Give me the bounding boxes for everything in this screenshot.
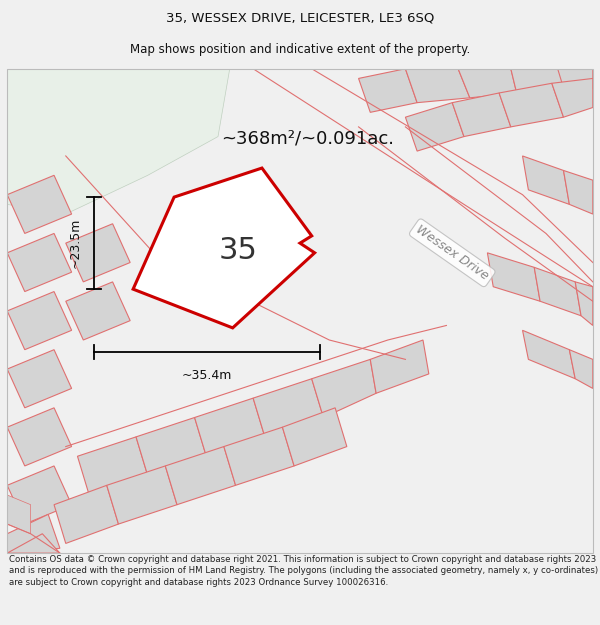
Polygon shape bbox=[7, 495, 31, 534]
Text: 35, WESSEX DRIVE, LEICESTER, LE3 6SQ: 35, WESSEX DRIVE, LEICESTER, LE3 6SQ bbox=[166, 12, 434, 25]
Polygon shape bbox=[312, 359, 376, 418]
Polygon shape bbox=[523, 330, 575, 379]
Polygon shape bbox=[7, 534, 60, 553]
Polygon shape bbox=[7, 408, 71, 466]
Polygon shape bbox=[370, 340, 429, 393]
Polygon shape bbox=[66, 282, 130, 340]
Polygon shape bbox=[7, 514, 60, 553]
Text: Map shows position and indicative extent of the property.: Map shows position and indicative extent… bbox=[130, 42, 470, 56]
Polygon shape bbox=[552, 78, 593, 118]
Polygon shape bbox=[406, 102, 464, 151]
Text: 35: 35 bbox=[219, 236, 258, 265]
Polygon shape bbox=[458, 69, 517, 98]
Polygon shape bbox=[7, 350, 71, 408]
Polygon shape bbox=[487, 253, 540, 301]
Text: Contains OS data © Crown copyright and database right 2021. This information is : Contains OS data © Crown copyright and d… bbox=[9, 554, 598, 587]
Polygon shape bbox=[7, 175, 71, 233]
Polygon shape bbox=[511, 69, 563, 93]
Text: ~23.5m: ~23.5m bbox=[68, 218, 82, 268]
Polygon shape bbox=[7, 233, 71, 291]
Polygon shape bbox=[452, 93, 511, 136]
Polygon shape bbox=[133, 168, 314, 328]
Polygon shape bbox=[487, 69, 546, 93]
Text: Wessex Drive: Wessex Drive bbox=[413, 223, 491, 282]
Polygon shape bbox=[534, 268, 581, 316]
Polygon shape bbox=[540, 69, 593, 93]
Text: ~368m²/~0.091ac.: ~368m²/~0.091ac. bbox=[221, 130, 394, 148]
Polygon shape bbox=[7, 466, 71, 524]
Polygon shape bbox=[7, 69, 230, 214]
Polygon shape bbox=[166, 446, 236, 505]
Polygon shape bbox=[77, 437, 148, 495]
Polygon shape bbox=[523, 156, 569, 204]
Polygon shape bbox=[563, 171, 593, 214]
Polygon shape bbox=[224, 428, 294, 485]
Text: ~35.4m: ~35.4m bbox=[182, 369, 232, 382]
Polygon shape bbox=[66, 224, 130, 282]
Polygon shape bbox=[253, 379, 323, 437]
Polygon shape bbox=[7, 291, 71, 350]
Polygon shape bbox=[54, 485, 118, 543]
Polygon shape bbox=[107, 466, 177, 524]
Polygon shape bbox=[136, 418, 206, 476]
Polygon shape bbox=[499, 83, 563, 127]
Polygon shape bbox=[194, 398, 265, 456]
Polygon shape bbox=[283, 408, 347, 466]
Polygon shape bbox=[406, 69, 470, 102]
Polygon shape bbox=[575, 282, 593, 326]
Polygon shape bbox=[569, 350, 593, 388]
Polygon shape bbox=[359, 69, 417, 112]
